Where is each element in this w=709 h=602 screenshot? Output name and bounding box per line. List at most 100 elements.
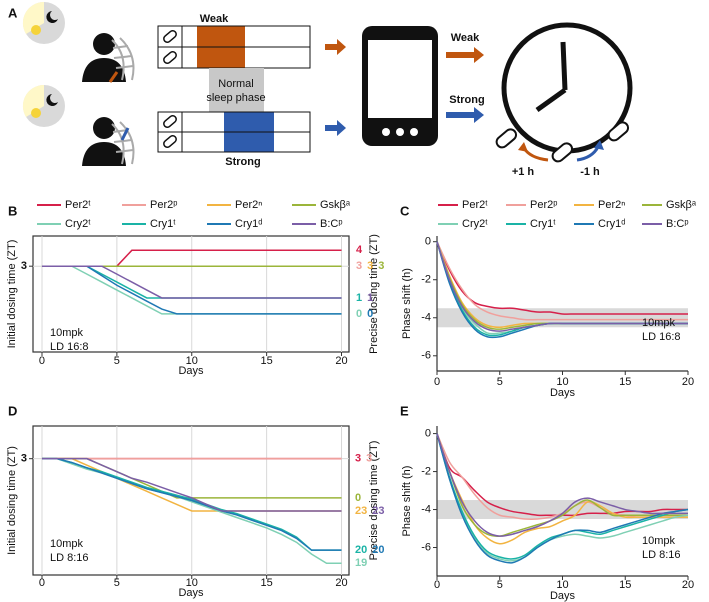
y-tick-label: -6 xyxy=(421,350,431,362)
x-axis-label: Days xyxy=(550,387,576,399)
y2-axis-label: Precise dosing time (ZT) xyxy=(368,441,380,561)
x-tick-label: 5 xyxy=(114,355,120,367)
y-tick-label: 0 xyxy=(425,236,431,248)
legend-label: Cry2ᵗ xyxy=(65,218,91,230)
end-label: 20 xyxy=(372,544,384,556)
dna-mark xyxy=(108,71,119,83)
phone-strong: Strong xyxy=(449,94,484,106)
chart: C 0 5 10 15 20 0 -2 -4 -6 Days Phase shift (h) 10mpk… xyxy=(400,199,697,399)
y-tick-label: -4 xyxy=(421,503,431,515)
annotation: 10mpk xyxy=(642,317,676,329)
person xyxy=(82,58,126,82)
x-tick-label: 15 xyxy=(261,577,273,589)
end-label: 1 xyxy=(356,292,362,304)
y2-axis-label: Precise dosing time (ZT) xyxy=(368,234,380,354)
pill xyxy=(495,128,518,149)
y-tick-label: -6 xyxy=(421,541,431,553)
delay-arrow xyxy=(576,146,600,162)
x-tick-label: 20 xyxy=(335,355,347,367)
dna-mark xyxy=(120,127,130,141)
weak-label: Weak xyxy=(200,13,229,25)
person xyxy=(93,117,115,139)
plot-frame xyxy=(32,235,350,353)
annotation: 10mpk xyxy=(50,327,84,339)
end-label: 0 xyxy=(356,308,362,320)
pill xyxy=(163,30,177,43)
advance-arrow xyxy=(522,147,549,162)
end-label: 0 xyxy=(355,492,361,504)
legend-label: B:Cᵖ xyxy=(320,218,343,230)
panel-a: A Weak Normal sleep phase Strong xyxy=(8,1,633,178)
phone-button xyxy=(382,128,390,136)
series-line xyxy=(41,265,342,315)
x-tick-label: 20 xyxy=(682,376,694,388)
end-label: 0 xyxy=(367,308,373,320)
delay-arrow xyxy=(594,140,604,150)
series-line xyxy=(436,433,688,545)
x-tick-label: 10 xyxy=(556,579,568,591)
y-axis-label: Phase shift (h) xyxy=(401,268,413,339)
series-line xyxy=(41,265,342,299)
legend-label: Per2ᵖ xyxy=(530,199,557,211)
x-tick-label: 5 xyxy=(114,577,120,589)
arrow xyxy=(325,39,346,55)
end-label: 3 xyxy=(367,260,373,272)
legend-label: Per2ᵗ xyxy=(65,199,91,211)
moon xyxy=(46,11,58,23)
arrow xyxy=(325,120,346,136)
pill xyxy=(551,142,574,163)
phone-button xyxy=(410,128,418,136)
x-tick-label: 0 xyxy=(39,355,45,367)
x-axis-label: Days xyxy=(550,590,576,602)
x-tick-label: 5 xyxy=(497,376,503,388)
x-tick-label: 20 xyxy=(682,579,694,591)
x-tick-label: 0 xyxy=(434,579,440,591)
annotation: LD 16:8 xyxy=(50,341,89,353)
legend-label: Per2ᵖ xyxy=(150,199,177,211)
legend-label: Per2ᵗ xyxy=(462,199,488,211)
x-tick-label: 15 xyxy=(619,376,631,388)
annotation: LD 8:16 xyxy=(50,552,89,564)
end-label: 23 xyxy=(355,505,367,517)
x-tick-label: 5 xyxy=(497,579,503,591)
series-line xyxy=(436,241,688,321)
shaded-band xyxy=(437,500,688,520)
end-label: 3 xyxy=(378,260,384,272)
end-label: 3 xyxy=(355,453,361,465)
phone-screen xyxy=(368,40,432,118)
end-label: 3 xyxy=(356,260,362,272)
legend-label: B:Cᵖ xyxy=(666,218,689,230)
pills xyxy=(495,121,630,163)
sleep-label: sleep phase xyxy=(206,92,265,104)
y-axis-label: Phase shift (h) xyxy=(401,466,413,537)
clock-hand xyxy=(535,87,567,113)
person xyxy=(93,33,115,55)
dna xyxy=(111,37,135,81)
annotation: 10mpk xyxy=(50,538,84,550)
y-tick-label: 3 xyxy=(21,260,27,272)
legend-label: Per2ⁿ xyxy=(598,199,625,211)
y-tick-label: -2 xyxy=(421,465,431,477)
legend-label: Cry1ᵈ xyxy=(235,218,262,230)
x-tick-label: 10 xyxy=(186,577,198,589)
x-axis-label: Days xyxy=(178,365,204,377)
annotation: 10mpk xyxy=(642,535,676,547)
sleep-label: Normal xyxy=(218,78,253,90)
moon xyxy=(46,94,58,106)
clock-hand xyxy=(560,41,568,91)
pill xyxy=(163,135,177,148)
legend-label: Cry2ᵗ xyxy=(462,218,488,230)
end-label: 20 xyxy=(355,544,367,556)
end-label: 23 xyxy=(372,505,384,517)
x-tick-label: 20 xyxy=(335,577,347,589)
end-label: 1 xyxy=(367,292,373,304)
sun xyxy=(31,25,41,35)
pill xyxy=(163,115,177,128)
x-tick-label: 10 xyxy=(186,355,198,367)
panel-label: A xyxy=(8,5,18,20)
annotation: LD 8:16 xyxy=(642,549,681,561)
series-line xyxy=(436,433,689,562)
advance-arrow xyxy=(518,142,528,152)
